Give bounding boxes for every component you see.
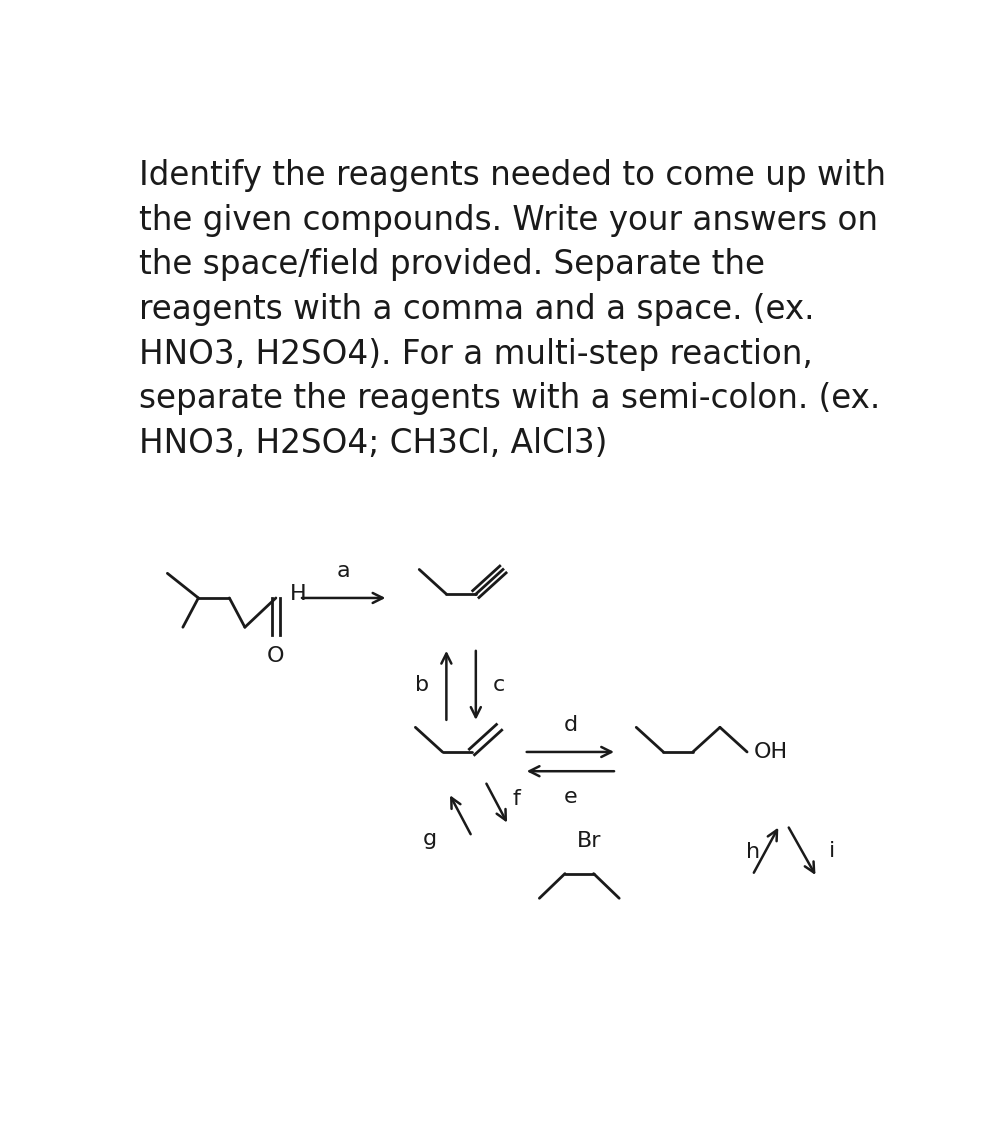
Text: c: c xyxy=(493,675,505,695)
Text: reagents with a comma and a space. (ex.: reagents with a comma and a space. (ex. xyxy=(139,293,814,326)
Text: HNO3, H2SO4). For a multi-step reaction,: HNO3, H2SO4). For a multi-step reaction, xyxy=(139,338,812,370)
Text: d: d xyxy=(563,715,578,735)
Text: Br: Br xyxy=(577,830,601,851)
Text: a: a xyxy=(336,561,350,581)
Text: O: O xyxy=(267,646,284,666)
Text: h: h xyxy=(747,842,760,862)
Text: i: i xyxy=(828,841,834,861)
Text: the space/field provided. Separate the: the space/field provided. Separate the xyxy=(139,248,764,281)
Text: f: f xyxy=(512,789,520,809)
Text: the given compounds. Write your answers on: the given compounds. Write your answers … xyxy=(139,204,877,237)
Text: Identify the reagents needed to come up with: Identify the reagents needed to come up … xyxy=(139,159,885,193)
Text: b: b xyxy=(415,675,429,695)
Text: OH: OH xyxy=(753,742,787,763)
Text: separate the reagents with a semi-colon. (ex.: separate the reagents with a semi-colon.… xyxy=(139,382,880,416)
Text: HNO3, H2SO4; CH3Cl, AlCl3): HNO3, H2SO4; CH3Cl, AlCl3) xyxy=(139,427,607,460)
Text: e: e xyxy=(564,786,577,807)
Text: H: H xyxy=(289,585,306,604)
Text: g: g xyxy=(423,829,437,849)
